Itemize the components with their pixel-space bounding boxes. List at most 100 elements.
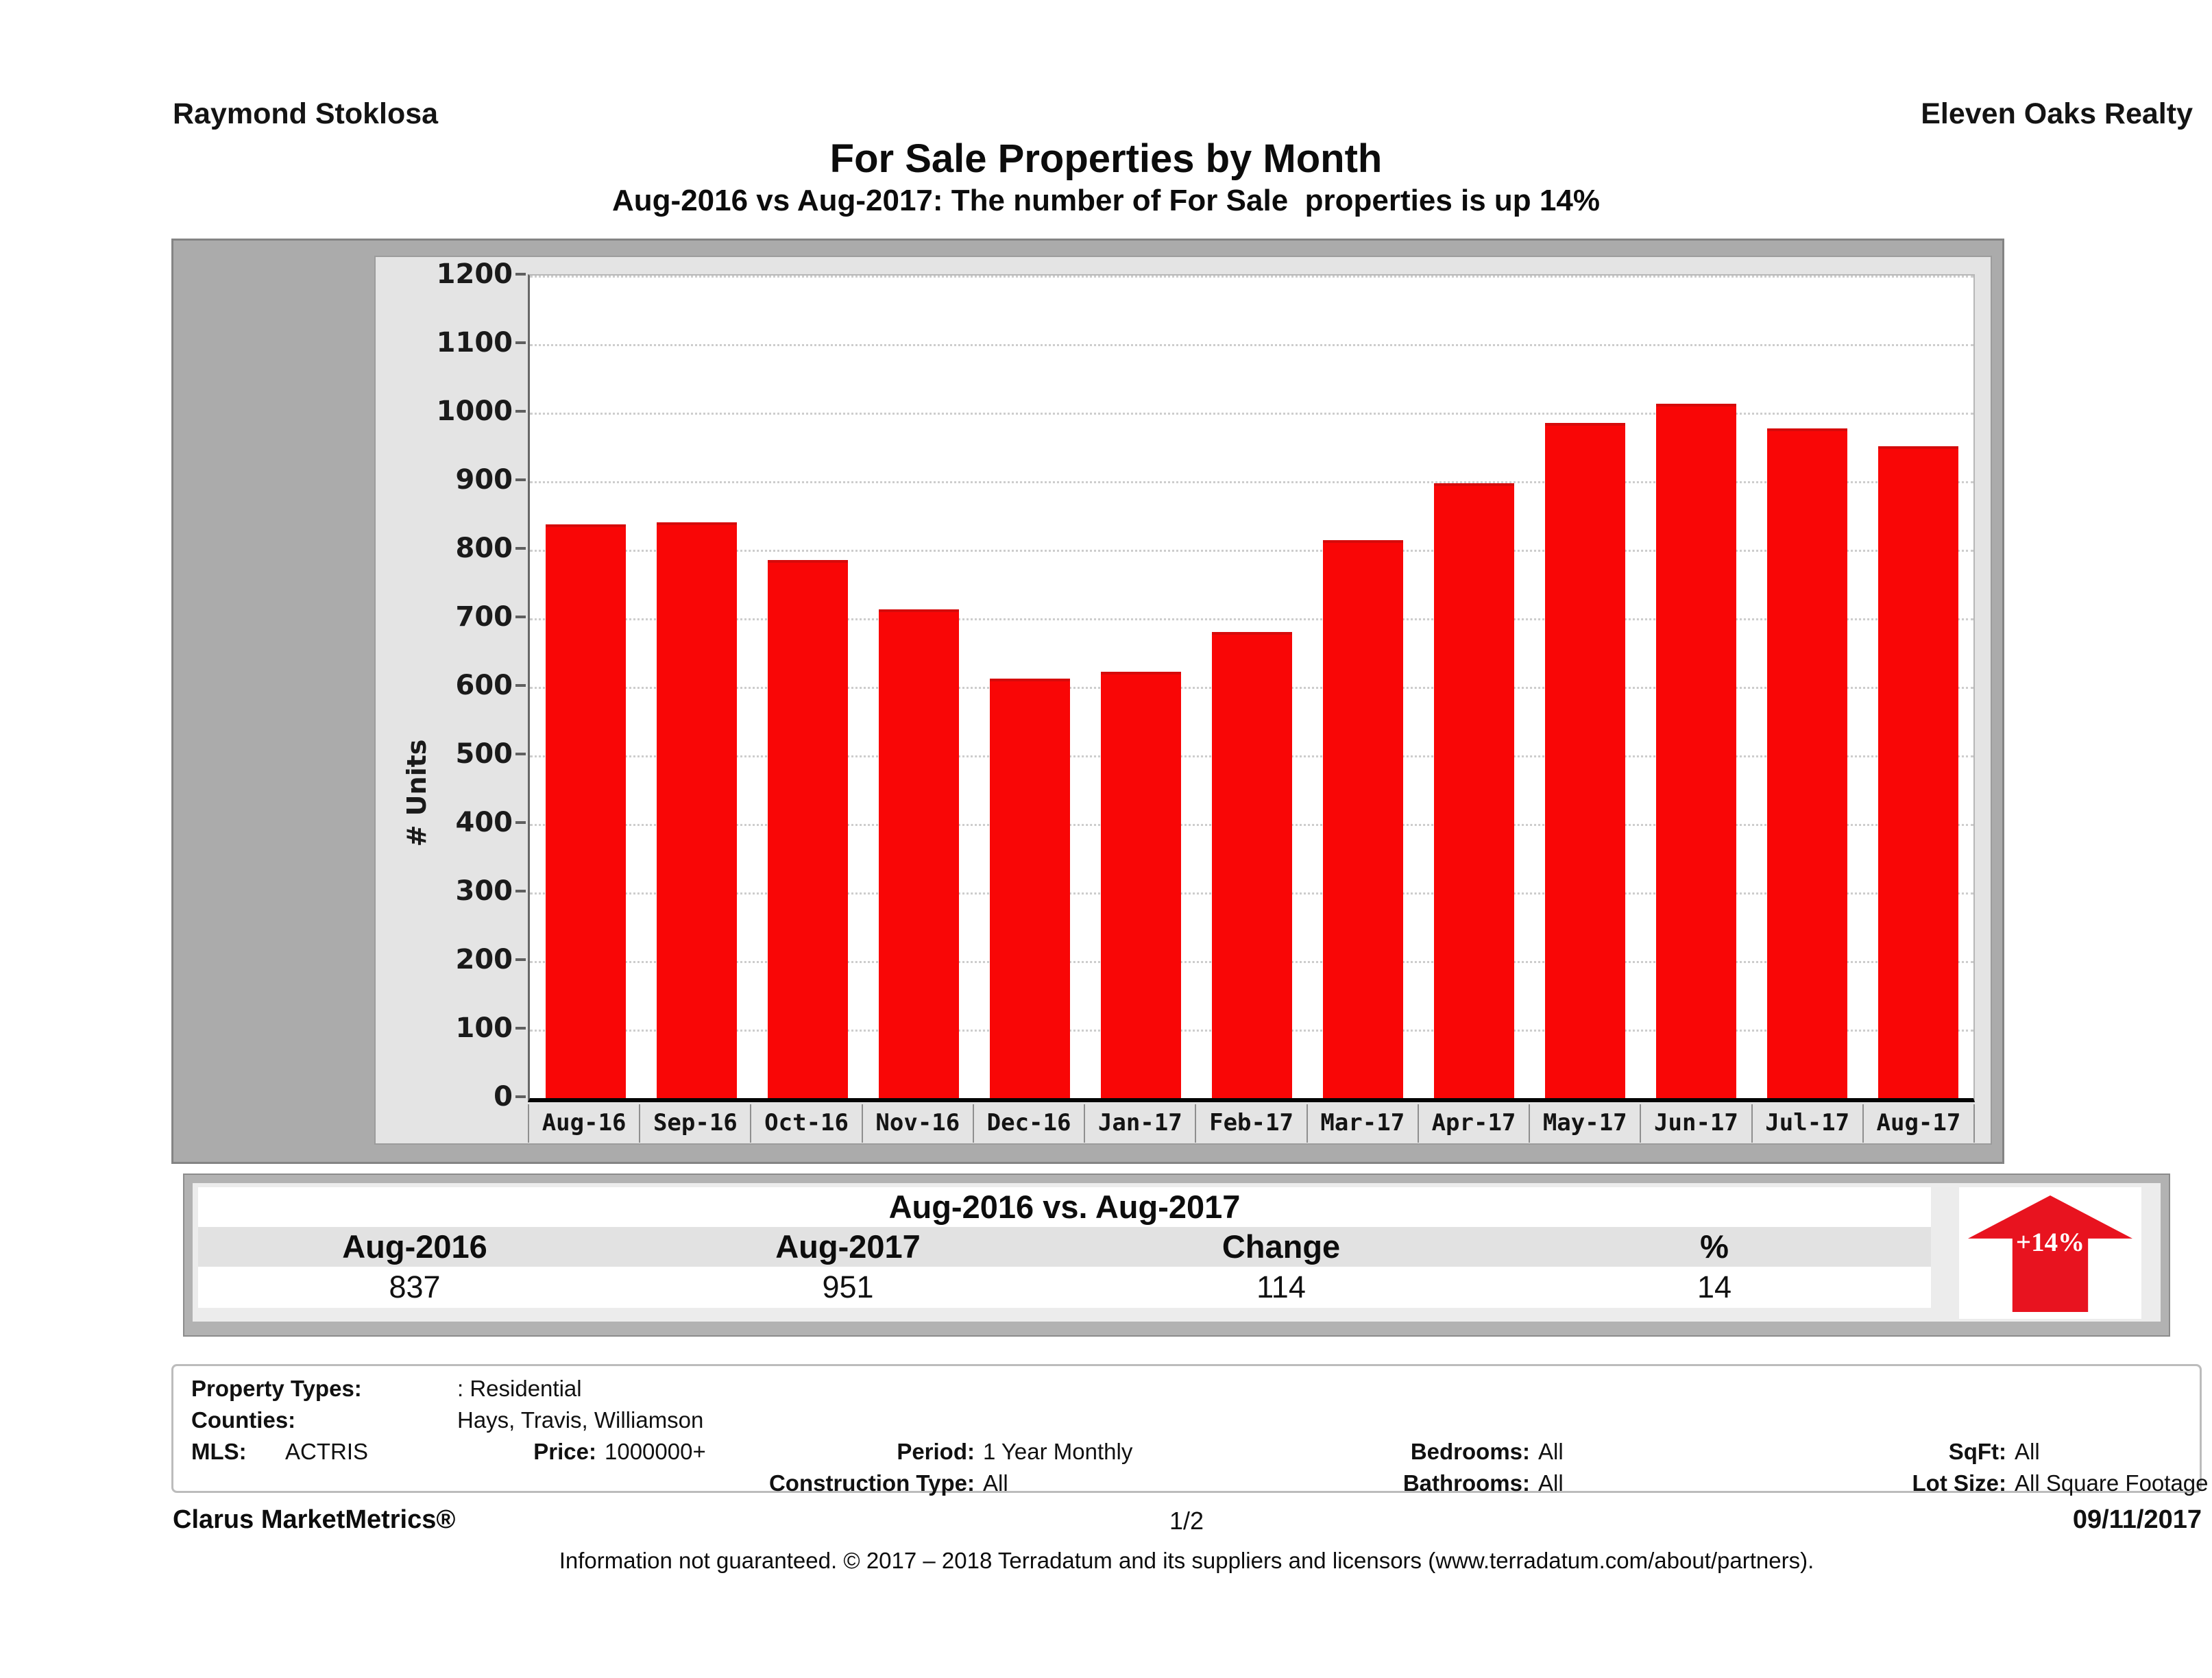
filter-pair: Period: 1 Year Monthly: [897, 1437, 1133, 1466]
bar: [1100, 672, 1181, 1098]
filter-value: 1000000+: [605, 1439, 706, 1464]
filter-value: All: [983, 1470, 1008, 1496]
y-tick-mark: [515, 547, 526, 550]
summary-value-row: 837 951 114 14: [198, 1267, 1931, 1308]
report-date: 09/11/2017: [2072, 1505, 2202, 1534]
bar: [1877, 446, 1958, 1098]
filter-label: Bedrooms:: [1410, 1439, 1530, 1464]
y-tick-mark: [515, 616, 526, 618]
filter-value: All: [1538, 1470, 1564, 1496]
filter-label: MLS:: [191, 1439, 247, 1464]
filter-value: : Residential: [457, 1376, 582, 1401]
footer-brand: Clarus MarketMetrics®: [173, 1505, 456, 1534]
y-tick-label: 0: [494, 1081, 513, 1112]
filter-label: Lot Size:: [1912, 1470, 2007, 1496]
summary-header-row: Aug-2016 Aug-2017 Change %: [198, 1227, 1931, 1267]
summary-value: 837: [389, 1269, 441, 1304]
footer-meta: Clarus MarketMetrics® 1/2 09/11/2017: [171, 1505, 2202, 1538]
y-tick-label: 800: [455, 533, 513, 564]
bar: [1433, 483, 1514, 1098]
filter-pair: Construction Type: All: [769, 1469, 1008, 1498]
bar: [767, 560, 848, 1098]
bar: [1322, 540, 1403, 1098]
gridline: [530, 618, 1973, 620]
y-tick-mark: [515, 1027, 526, 1030]
report-title: For Sale Properties by Month: [829, 136, 1383, 181]
y-tick-label: 100: [455, 1012, 513, 1044]
y-tick-mark: [515, 821, 526, 824]
x-tick-label: May-17: [1530, 1104, 1642, 1143]
summary-value: 114: [1256, 1269, 1306, 1304]
y-tick-label: 1000: [436, 396, 513, 427]
chart-frame: # Units Aug-16 Sep-16 Oct-16 Nov-16 Dec-16 Ja…: [171, 239, 2004, 1164]
filter-label: Bathrooms:: [1402, 1470, 1530, 1496]
filters-panel: Property Types: : Residential Counties: …: [171, 1364, 2209, 1496]
x-tick-label: Oct-16: [751, 1104, 863, 1143]
y-tick-mark: [515, 273, 526, 276]
summary-table: Aug-2016 vs. Aug-2017 Aug-2016 Aug-2017 …: [198, 1187, 1931, 1308]
bar: [656, 522, 737, 1098]
gridline: [530, 276, 1973, 278]
y-tick-label: 600: [455, 670, 513, 701]
x-tick-label: Aug-17: [1864, 1104, 1976, 1143]
gridline: [530, 344, 1973, 346]
y-tick-mark: [515, 890, 526, 892]
summary-panel: Aug-2016 vs. Aug-2017 Aug-2016 Aug-2017 …: [183, 1174, 2170, 1337]
y-tick-label: 900: [455, 464, 513, 496]
filter-label: Property Types:: [191, 1376, 362, 1401]
x-tick-label: Dec-16: [974, 1104, 1086, 1143]
summary-col-header: Aug-2016: [342, 1228, 487, 1265]
y-tick-mark: [515, 684, 526, 687]
gridline: [530, 413, 1973, 415]
y-tick-label: 1200: [436, 258, 513, 290]
y-tick-label: 200: [455, 944, 513, 975]
y-tick-mark: [515, 753, 526, 755]
filter-label: Counties:: [191, 1407, 296, 1433]
filter-label: SqFt:: [1948, 1439, 2006, 1464]
filter-pair: Bathrooms: All: [1403, 1469, 1564, 1498]
gridline: [530, 481, 1973, 483]
x-tick-label: Aug-16: [528, 1104, 641, 1143]
gridline: [530, 550, 1973, 552]
summary-value: 951: [822, 1269, 874, 1304]
plot-area: [528, 274, 1975, 1102]
report-subtitle: Aug-2016 vs Aug-2017: The number of For …: [612, 184, 1600, 217]
bar: [1655, 404, 1736, 1098]
summary-value: 14: [1697, 1269, 1732, 1304]
filter-value: ACTRIS: [285, 1439, 369, 1464]
bar: [1766, 428, 1847, 1098]
filter-label: Price:: [533, 1439, 596, 1464]
y-tick-label: 1100: [436, 327, 513, 358]
filter-value: All: [1538, 1439, 1564, 1464]
bar: [545, 524, 626, 1098]
y-tick-mark: [515, 341, 526, 344]
filter-value: 1 Year Monthly: [983, 1439, 1133, 1464]
x-tick-label: Mar-17: [1308, 1104, 1419, 1143]
filter-label: Period:: [897, 1439, 975, 1464]
filter-pair: Bedrooms: All: [1411, 1437, 1564, 1466]
trend-badge-box: +14%: [1959, 1187, 2141, 1319]
y-tick-mark: [515, 478, 526, 481]
trend-badge-label: +14%: [2015, 1228, 2085, 1257]
bar: [1211, 632, 1292, 1098]
bar: [878, 609, 959, 1098]
y-tick-mark: [515, 958, 526, 961]
page-number: 1/2: [1169, 1507, 1204, 1535]
x-tick-label: Jan-17: [1085, 1104, 1197, 1143]
filter-value: All Square Footage: [2015, 1470, 2209, 1496]
disclaimer: Information not guaranteed. © 2017 – 201…: [559, 1548, 1814, 1573]
y-tick-mark: [515, 1095, 526, 1098]
summary-col-header: %: [1700, 1228, 1729, 1265]
x-tick-label: Apr-17: [1419, 1104, 1531, 1143]
filter-value: Hays, Travis, Williamson: [457, 1407, 704, 1433]
x-tick-label: Jun-17: [1641, 1104, 1753, 1143]
x-tick-label: Sep-16: [640, 1104, 752, 1143]
summary-col-header: Change: [1222, 1228, 1341, 1265]
filter-pair: Lot Size: All Square Footage: [1912, 1469, 2209, 1498]
summary-title: Aug-2016 vs. Aug-2017: [198, 1187, 1931, 1227]
filter-pair: Price: 1000000+: [533, 1437, 706, 1466]
chart-panel: # Units Aug-16 Sep-16 Oct-16 Nov-16 Dec-16 Ja…: [374, 256, 1992, 1145]
y-tick-label: 400: [455, 807, 513, 838]
y-tick-label: 700: [455, 601, 513, 633]
